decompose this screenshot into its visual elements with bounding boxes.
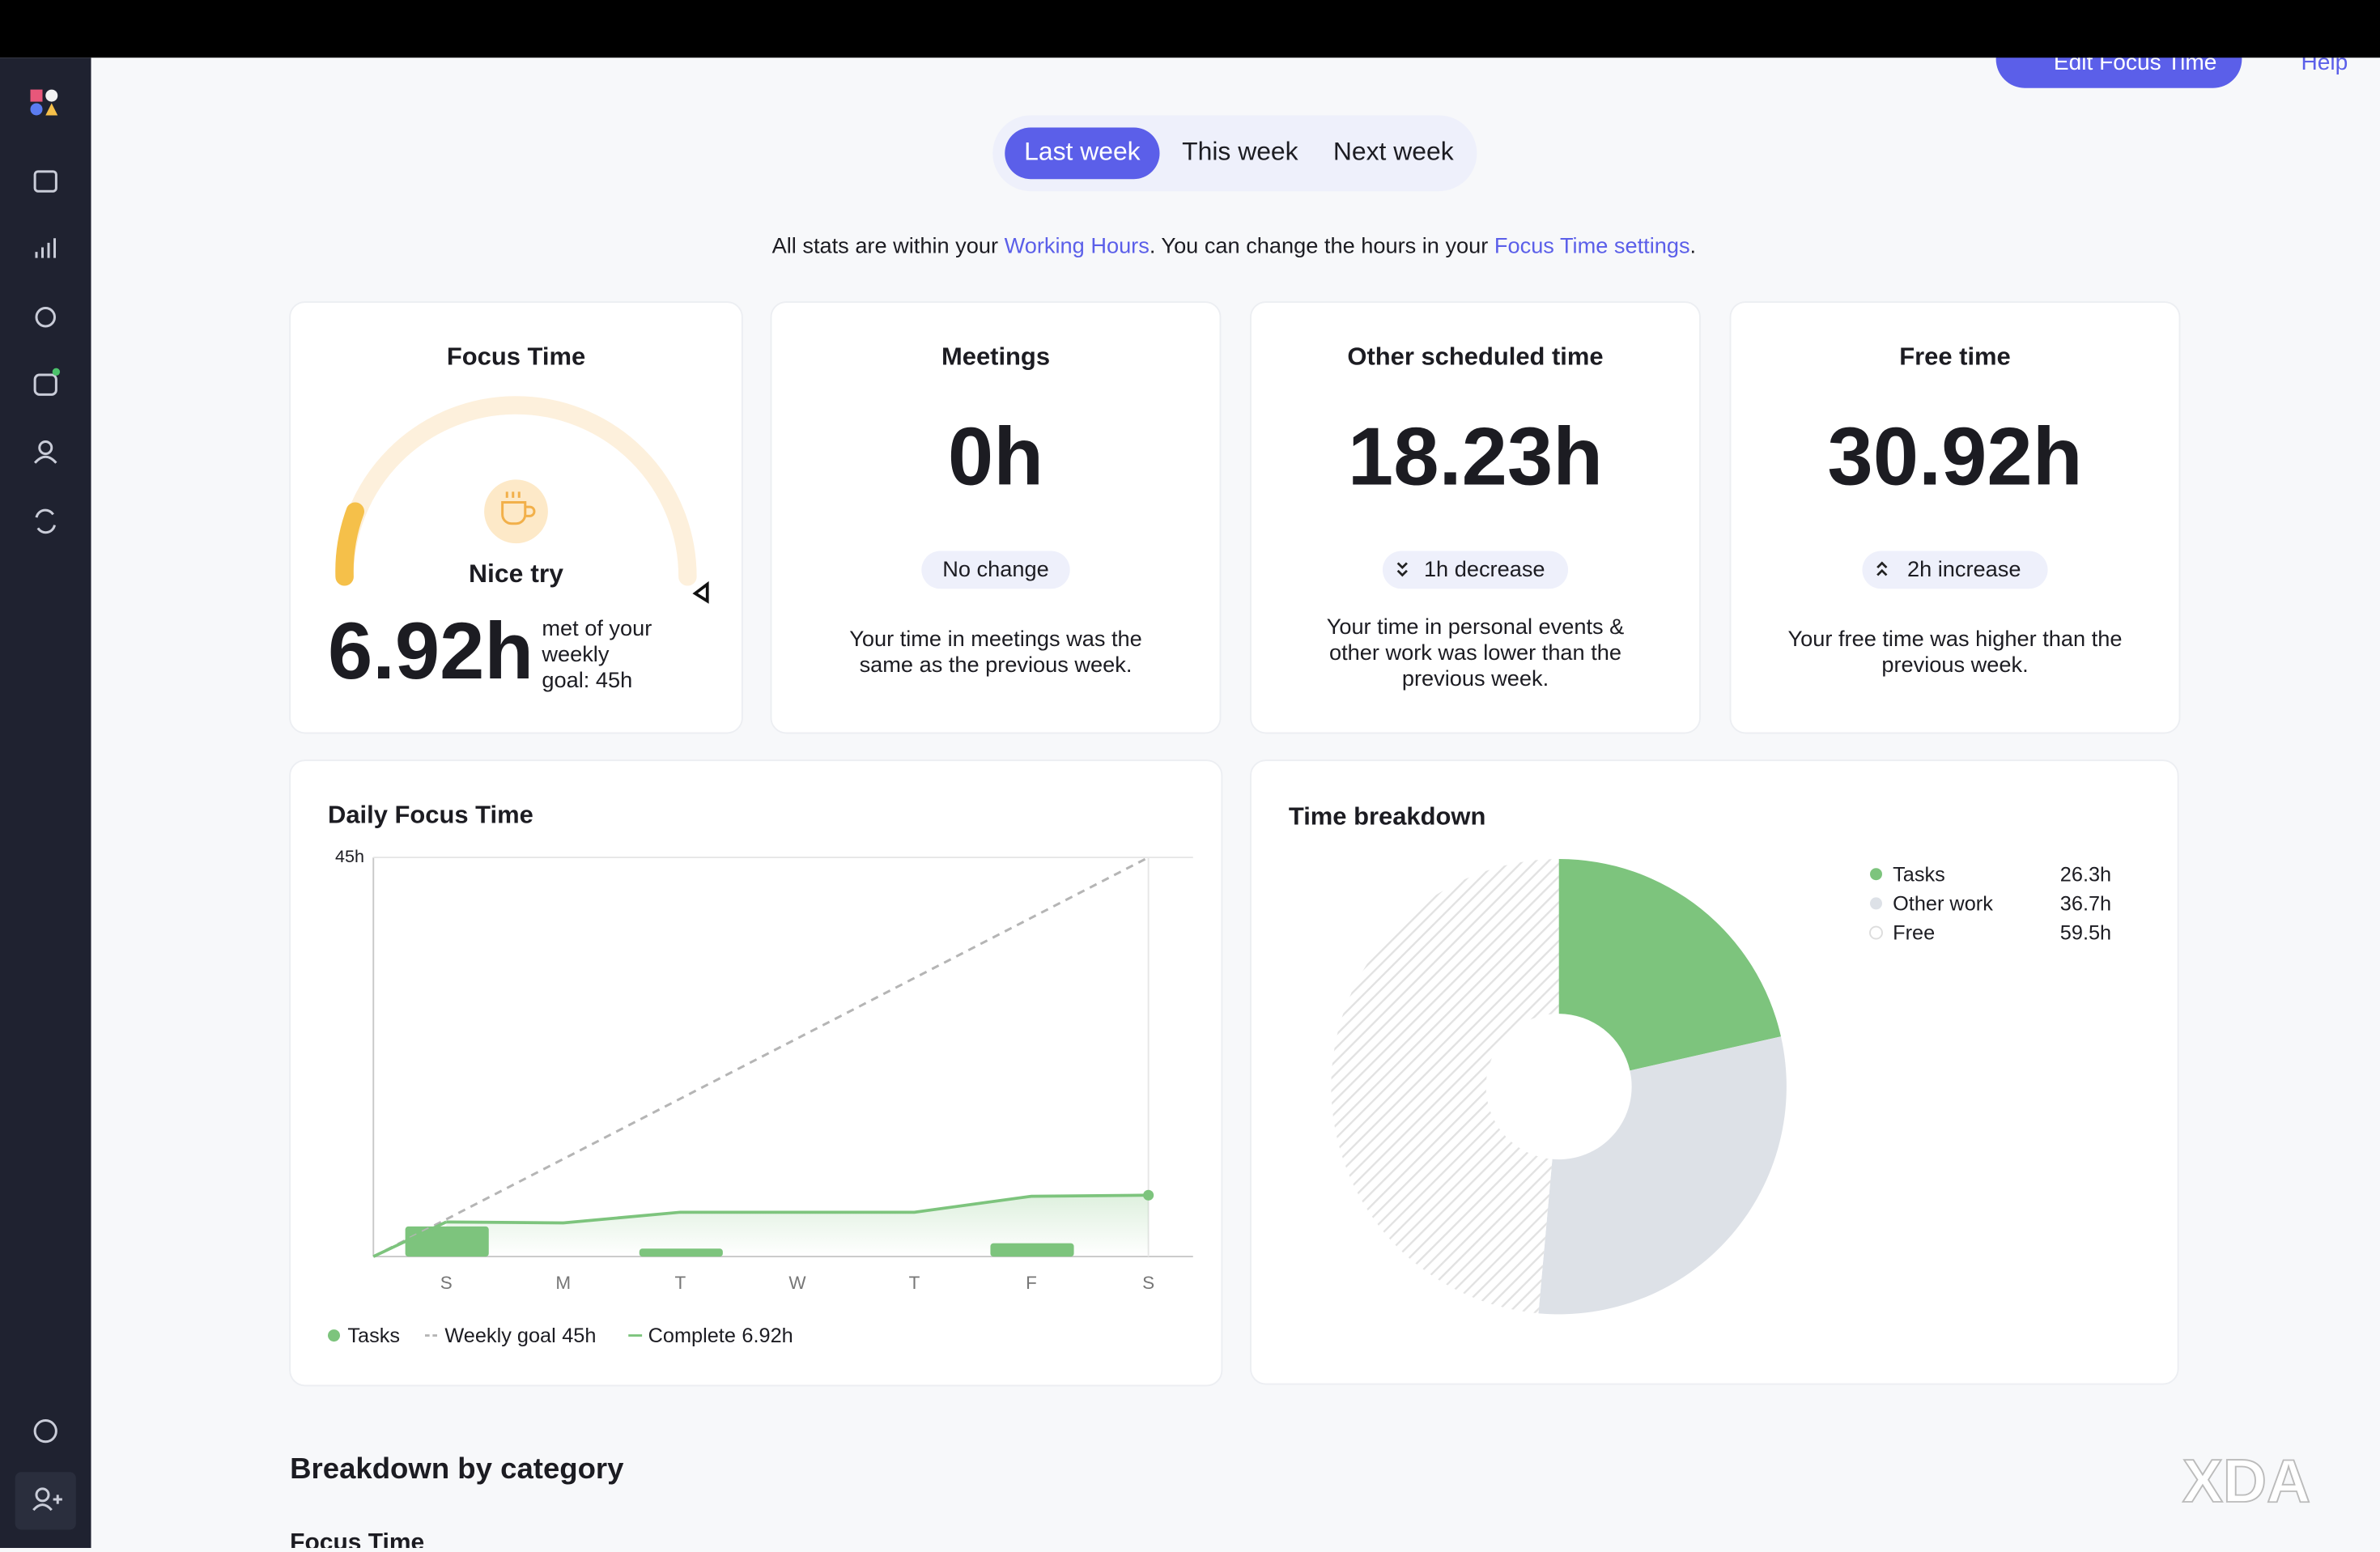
gauge-pointer (692, 580, 709, 604)
focus-note: weekly (541, 641, 609, 666)
daily-card (289, 759, 1223, 1387)
badge-label: 2h increase (1907, 556, 2021, 581)
notice-link[interactable]: Working Hours (1005, 233, 1150, 258)
tab[interactable]: Last week (1024, 137, 1141, 166)
gauge-track (335, 396, 697, 586)
stat-card (770, 301, 1222, 734)
team-icon[interactable] (38, 440, 53, 455)
x-tick-label: W (788, 1273, 806, 1293)
x-tick-label: T (675, 1273, 686, 1293)
stats-icon[interactable] (35, 238, 56, 258)
legend-value: 45h (562, 1325, 596, 1347)
legend-label: Tasks (347, 1325, 400, 1347)
help-icon[interactable] (33, 1419, 57, 1444)
watermark: XDA (2182, 1447, 2310, 1515)
complete-area (446, 1195, 1149, 1257)
stat-card (1250, 301, 1701, 734)
x-tick-label: M (555, 1273, 571, 1293)
sidebar (0, 57, 91, 1549)
badge-icon (1396, 562, 1408, 577)
notice-text: . (1690, 233, 1697, 258)
pie-slice (1558, 858, 1781, 1071)
chart-title: Daily Focus Time (328, 801, 533, 829)
legend-label: Weekly goal (444, 1325, 555, 1347)
card-title: Other scheduled time (1347, 342, 1603, 371)
gauge-fill (335, 502, 364, 586)
notice-text: . You can change the hours in your (1150, 233, 1494, 258)
card-title: Meetings (941, 342, 1050, 371)
x-tick-label: S (440, 1273, 453, 1293)
legend-label: Free (1893, 922, 1935, 945)
focus-note: met of your (542, 615, 652, 640)
card-text: previous week. (1881, 652, 2028, 677)
card-text: other work was lower than the (1329, 640, 1621, 665)
badge-label: 1h decrease (1424, 556, 1545, 581)
section-title: Breakdown by category (290, 1452, 624, 1485)
legend-label: Complete (648, 1325, 736, 1347)
badge-icon (1876, 561, 1888, 576)
cup-icon (501, 491, 536, 525)
stat-value: 0h (948, 410, 1043, 502)
notice-text: All stats are within your (772, 233, 1005, 258)
sync-icon[interactable] (35, 508, 56, 534)
notice: All stats are within your Working Hours.… (772, 233, 1696, 258)
stat-card (1729, 301, 2181, 734)
cup-badge (484, 479, 548, 544)
legend-value: 36.7h (2060, 892, 2111, 915)
calendar-icon[interactable] (33, 170, 57, 193)
cycle-icon[interactable] (35, 307, 56, 328)
x-tick-label: T (909, 1273, 920, 1293)
legend-swatch (1870, 868, 1882, 881)
legend-label: Other work (1893, 892, 1993, 915)
focus-note: goal: 45h (542, 667, 632, 692)
legend-label: Tasks (1893, 863, 1945, 886)
badge (1862, 551, 2048, 589)
line-lead-in (372, 1220, 448, 1258)
active-tab[interactable] (1005, 127, 1160, 180)
invite-icon[interactable] (35, 1487, 50, 1503)
card-text: Your time in meetings was the (849, 626, 1142, 651)
section-subtitle: Focus Time (290, 1529, 424, 1548)
stat-value: 30.92h (1827, 410, 2082, 502)
legend-swatch (1870, 897, 1882, 910)
legend-swatch (328, 1329, 340, 1342)
sidebar-icons (15, 89, 76, 1530)
x-tick-label: F (1026, 1273, 1037, 1293)
gauge-status: Nice try (469, 559, 563, 588)
card-title: Free time (1899, 342, 2011, 371)
legend-value: 59.5h (2060, 922, 2111, 945)
pie-slice (1331, 858, 1559, 1314)
x-tick-label: S (1142, 1273, 1154, 1293)
pie-slice (1538, 1036, 1787, 1315)
badge-label: No change (942, 556, 1048, 581)
notice-link[interactable]: Focus Time settings (1494, 233, 1690, 258)
card-text: same as the previous week. (860, 652, 1133, 677)
focus-value: 6.92h (328, 606, 533, 696)
card-text: Your time in personal events & (1327, 614, 1625, 639)
stat-value: 18.23h (1348, 410, 1603, 502)
card-text: previous week. (1402, 665, 1549, 691)
badge (921, 551, 1070, 589)
badge (1382, 551, 1569, 589)
complete-line (446, 1193, 1149, 1225)
tab[interactable]: This week (1182, 137, 1298, 166)
card-text: Your free time was higher than the (1788, 626, 2123, 651)
legend-swatch (1869, 925, 1883, 940)
tab[interactable]: Next week (1333, 137, 1454, 166)
legend-value: 6.92h (742, 1325, 793, 1347)
card-title: Focus Time (447, 342, 585, 371)
focus-icon[interactable] (33, 373, 57, 396)
legend-value: 26.3h (2060, 863, 2111, 886)
chart-title: Time breakdown (1289, 802, 1485, 831)
goal-line (445, 856, 1150, 1221)
top-bar (0, 0, 2380, 58)
y-tick-label: 45h (335, 846, 364, 866)
